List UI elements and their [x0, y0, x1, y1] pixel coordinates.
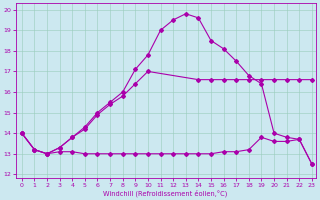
X-axis label: Windchill (Refroidissement éolien,°C): Windchill (Refroidissement éolien,°C) [103, 189, 228, 197]
